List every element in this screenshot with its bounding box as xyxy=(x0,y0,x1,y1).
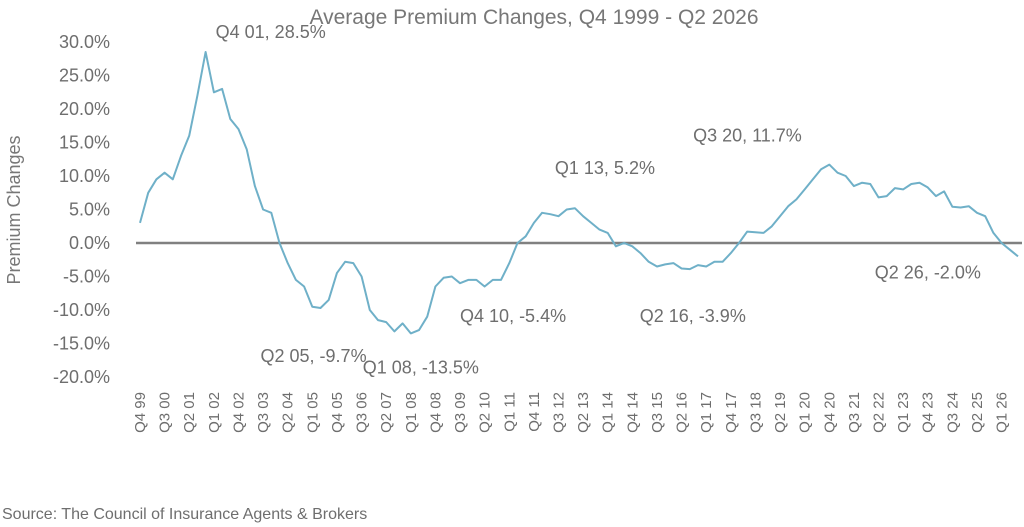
y-tick-label: 0.0% xyxy=(69,233,110,253)
x-tick-label: Q2 16 xyxy=(674,392,691,433)
y-tick-label: 5.0% xyxy=(69,200,110,220)
data-label: Q2 05, -9.7% xyxy=(261,346,367,366)
x-tick-label: Q1 05 xyxy=(304,392,321,433)
x-tick-label: Q4 14 xyxy=(624,392,641,433)
x-tick-label: Q2 25 xyxy=(969,392,986,433)
chart-title: Average Premium Changes, Q4 1999 - Q2 20… xyxy=(309,6,758,29)
data-label: Q1 13, 5.2% xyxy=(555,158,655,178)
data-label: Q1 08, -13.5% xyxy=(363,357,479,377)
y-tick-label: 20.0% xyxy=(59,99,110,119)
data-label: Q4 01, 28.5% xyxy=(216,22,326,42)
x-tick-label: Q4 17 xyxy=(723,392,740,433)
x-tick-label: Q4 05 xyxy=(329,392,346,433)
y-axis-label: Premium Changes xyxy=(4,135,24,284)
x-tick-label: Q3 03 xyxy=(255,392,272,433)
x-tick-label: Q4 20 xyxy=(821,392,838,433)
x-tick-label: Q1 14 xyxy=(600,392,617,433)
y-tick-label: -20.0% xyxy=(53,367,110,387)
x-axis-ticks: Q4 99 Q3 00 Q2 01 Q1 02 Q4 02 Q3 03 Q2 04 Q1 05… xyxy=(132,392,1011,433)
x-tick-label: Q2 07 xyxy=(378,392,395,433)
x-tick-label: Q4 11 xyxy=(526,392,543,432)
y-tick-label: -5.0% xyxy=(63,267,110,287)
x-tick-label: Q1 26 xyxy=(994,392,1011,433)
y-tick-label: -10.0% xyxy=(53,300,110,320)
x-tick-label: Q4 99 xyxy=(132,392,149,433)
x-tick-label: Q2 10 xyxy=(477,392,494,433)
data-label: Q4 10, -5.4% xyxy=(460,306,566,326)
y-tick-label: -15.0% xyxy=(53,334,110,354)
x-tick-label: Q2 19 xyxy=(772,392,789,433)
x-tick-label: Q2 01 xyxy=(181,392,198,433)
x-tick-label: Q3 06 xyxy=(354,392,371,433)
x-tick-label: Q3 21 xyxy=(846,392,863,433)
data-label: Q2 16, -3.9% xyxy=(640,306,746,326)
series-line xyxy=(139,51,1019,335)
y-tick-label: 30.0% xyxy=(59,32,110,52)
x-tick-label: Q3 00 xyxy=(157,392,174,433)
x-tick-label: Q1 20 xyxy=(797,392,814,433)
x-tick-label: Q4 23 xyxy=(920,392,937,433)
x-tick-label: Q4 08 xyxy=(427,392,444,433)
data-label: Q3 20, 11.7% xyxy=(693,125,802,145)
x-tick-label: Q1 02 xyxy=(206,392,223,433)
x-tick-label: Q3 09 xyxy=(452,392,469,433)
x-tick-label: Q3 24 xyxy=(944,392,961,433)
x-tick-label: Q1 08 xyxy=(403,392,420,433)
x-tick-label: Q1 11 xyxy=(501,392,518,432)
y-tick-label: 25.0% xyxy=(59,66,110,86)
x-tick-label: Q1 23 xyxy=(895,392,912,433)
x-tick-label: Q2 22 xyxy=(871,392,888,433)
y-tick-label: 10.0% xyxy=(59,166,110,186)
y-tick-label: 15.0% xyxy=(59,133,110,153)
x-tick-label: Q3 15 xyxy=(649,392,666,433)
x-tick-label: Q3 12 xyxy=(550,392,567,433)
data-label: Q2 26, -2.0% xyxy=(875,263,981,283)
annotations: Q4 01, 28.5% Q2 05, -9.7%Q1 08, -13.5% Q1 … xyxy=(216,22,981,377)
y-axis-ticks: 30.0% 25.0% 20.0% 15.0% 10.0% 5.0% 0.0% -5.0% -1… xyxy=(53,32,110,387)
x-tick-label: Q1 17 xyxy=(698,392,715,433)
x-tick-label: Q4 02 xyxy=(230,392,247,433)
x-tick-label: Q2 04 xyxy=(280,392,297,433)
x-tick-label: Q2 13 xyxy=(575,392,592,433)
source-note: Source: The Council of Insurance Agents … xyxy=(2,506,368,523)
x-tick-label: Q3 18 xyxy=(747,392,764,433)
